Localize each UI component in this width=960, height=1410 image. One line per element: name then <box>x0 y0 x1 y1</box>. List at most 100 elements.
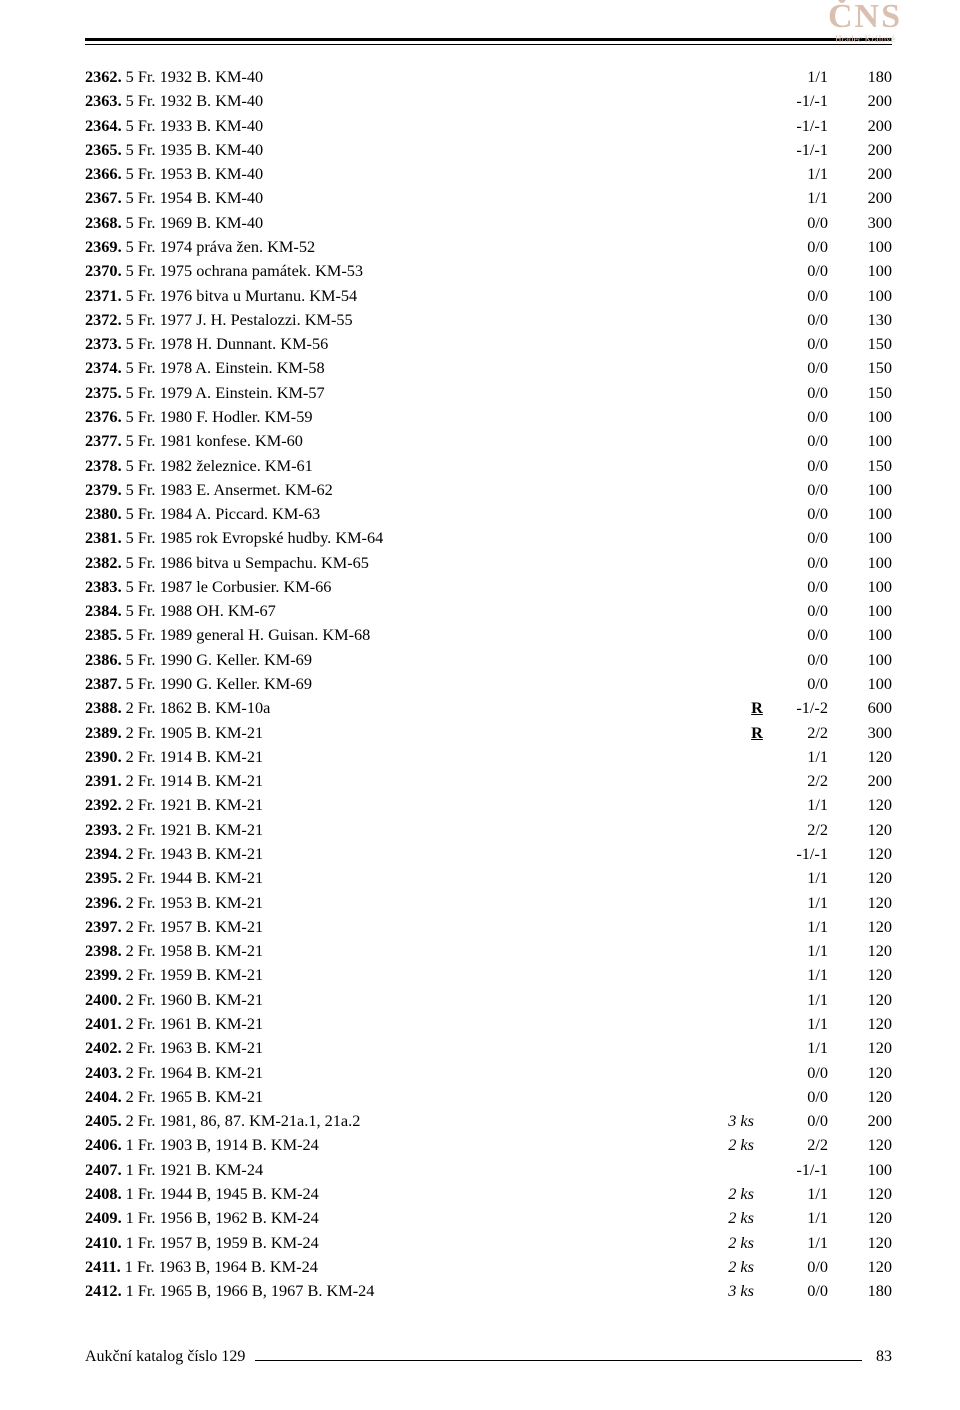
lot-description: 1 Fr. 1956 B, 1962 B. KM-24 <box>122 1206 319 1230</box>
lot-note: 2 ks <box>728 1231 766 1255</box>
lot-row: 2386. 5 Fr. 1990 G. Keller. KM-690/0100 <box>85 648 892 672</box>
lot-price: 200 <box>828 138 892 162</box>
lot-grade: 1/1 <box>766 988 828 1012</box>
lot-note: 3 ks <box>728 1109 766 1133</box>
lot-description: 2 Fr. 1964 B. KM-21 <box>122 1061 264 1085</box>
lot-grade: 1/1 <box>766 915 828 939</box>
lot-description: 2 Fr. 1958 B. KM-21 <box>122 939 264 963</box>
lot-description: 5 Fr. 1989 general H. Guisan. KM-68 <box>122 623 371 647</box>
lot-number: 2396. <box>85 891 122 915</box>
lot-row: 2410. 1 Fr. 1957 B, 1959 B. KM-242 ks1/1… <box>85 1231 892 1255</box>
lot-description: 2 Fr. 1914 B. KM-21 <box>122 745 264 769</box>
lot-number: 2397. <box>85 915 122 939</box>
lot-price: 100 <box>828 429 892 453</box>
lot-grade: 0/0 <box>766 502 828 526</box>
lot-number: 2408. <box>85 1182 122 1206</box>
lot-grade: 0/0 <box>766 575 828 599</box>
lot-grade: 2/2 <box>766 721 828 745</box>
lot-grade: 0/0 <box>766 332 828 356</box>
lot-number: 2384. <box>85 599 122 623</box>
lot-number: 2389. <box>85 721 122 745</box>
lot-note: 2 ks <box>728 1255 766 1279</box>
lot-description: 5 Fr. 1981 konfese. KM-60 <box>122 429 303 453</box>
lot-price: 150 <box>828 356 892 380</box>
lot-price: 100 <box>828 235 892 259</box>
lot-price: 200 <box>828 186 892 210</box>
lot-price: 100 <box>828 623 892 647</box>
lot-price: 200 <box>828 162 892 186</box>
lot-price: 300 <box>828 721 892 745</box>
lot-grade: 1/1 <box>766 866 828 890</box>
lot-price: 150 <box>828 454 892 478</box>
lot-description: 1 Fr. 1903 B, 1914 B. KM-24 <box>122 1133 319 1157</box>
lot-grade: 0/0 <box>766 211 828 235</box>
lot-grade: 0/0 <box>766 599 828 623</box>
lot-description: 2 Fr. 1965 B. KM-21 <box>122 1085 264 1109</box>
lot-number: 2375. <box>85 381 122 405</box>
lot-description: 2 Fr. 1957 B. KM-21 <box>122 915 264 939</box>
lot-row: 2380. 5 Fr. 1984 A. Piccard. KM-630/0100 <box>85 502 892 526</box>
brand-logo: ČNS Hradec Králové <box>828 0 902 44</box>
brand-logo-main: ČNS <box>828 0 902 34</box>
lot-row: 2377. 5 Fr. 1981 konfese. KM-600/0100 <box>85 429 892 453</box>
lot-row: 2395. 2 Fr. 1944 B. KM-211/1120 <box>85 866 892 890</box>
lot-description: 5 Fr. 1975 ochrana památek. KM-53 <box>122 259 363 283</box>
lot-number: 2383. <box>85 575 122 599</box>
lot-description: 5 Fr. 1953 B. KM-40 <box>122 162 264 186</box>
lot-price: 120 <box>828 1182 892 1206</box>
lot-row: 2362. 5 Fr. 1932 B. KM-401/1180 <box>85 65 892 89</box>
lot-grade: -1/-1 <box>766 138 828 162</box>
lot-number: 2403. <box>85 1061 122 1085</box>
lot-grade: -1/-2 <box>766 696 828 720</box>
lot-grade: 0/0 <box>766 454 828 478</box>
lot-number: 2385. <box>85 623 122 647</box>
lot-price: 120 <box>828 891 892 915</box>
lot-grade: 0/0 <box>766 623 828 647</box>
lot-price: 100 <box>828 551 892 575</box>
lot-description: 5 Fr. 1978 A. Einstein. KM-58 <box>122 356 325 380</box>
lot-price: 100 <box>828 648 892 672</box>
lot-grade: 1/1 <box>766 162 828 186</box>
lot-row: 2388. 2 Fr. 1862 B. KM-10aR-1/-2600 <box>85 696 892 720</box>
lot-grade: 1/1 <box>766 1012 828 1036</box>
lot-grade: 1/1 <box>766 963 828 987</box>
lot-description: 5 Fr. 1990 G. Keller. KM-69 <box>122 648 312 672</box>
lot-grade: 1/1 <box>766 1182 828 1206</box>
lot-description: 2 Fr. 1943 B. KM-21 <box>122 842 264 866</box>
brand-logo-sub: Hradec Králové <box>828 34 902 44</box>
lot-price: 100 <box>828 575 892 599</box>
lot-row: 2382. 5 Fr. 1986 bitva u Sempachu. KM-65… <box>85 551 892 575</box>
lot-description: 2 Fr. 1921 B. KM-21 <box>122 818 264 842</box>
lot-price: 200 <box>828 1109 892 1133</box>
lot-number: 2398. <box>85 939 122 963</box>
lot-price: 120 <box>828 1206 892 1230</box>
lot-number: 2367. <box>85 186 122 210</box>
lot-number: 2371. <box>85 284 122 308</box>
lot-price: 100 <box>828 405 892 429</box>
lot-grade: 0/0 <box>766 672 828 696</box>
lot-description: 5 Fr. 1932 B. KM-40 <box>122 89 264 113</box>
lot-description: 5 Fr. 1932 B. KM-40 <box>122 65 264 89</box>
lot-number: 2386. <box>85 648 122 672</box>
lot-price: 300 <box>828 211 892 235</box>
lot-number: 2388. <box>85 696 122 720</box>
lot-number: 2381. <box>85 526 122 550</box>
lot-number: 2400. <box>85 988 122 1012</box>
lot-grade: 0/0 <box>766 405 828 429</box>
lot-description: 5 Fr. 1990 G. Keller. KM-69 <box>122 672 312 696</box>
lot-grade: 0/0 <box>766 551 828 575</box>
lot-price: 120 <box>828 1036 892 1060</box>
lot-row: 2404. 2 Fr. 1965 B. KM-210/0120 <box>85 1085 892 1109</box>
lot-description: 5 Fr. 1985 rok Evropské hudby. KM-64 <box>122 526 384 550</box>
lot-description: 5 Fr. 1982 železnice. KM-61 <box>122 454 313 478</box>
lot-number: 2374. <box>85 356 122 380</box>
lot-price: 120 <box>828 842 892 866</box>
lot-grade: 0/0 <box>766 1109 828 1133</box>
lot-description: 5 Fr. 1980 F. Hodler. KM-59 <box>122 405 313 429</box>
lot-row: 2372. 5 Fr. 1977 J. H. Pestalozzi. KM-55… <box>85 308 892 332</box>
lot-row: 2398. 2 Fr. 1958 B. KM-211/1120 <box>85 939 892 963</box>
lot-price: 150 <box>828 332 892 356</box>
lot-row: 2385. 5 Fr. 1989 general H. Guisan. KM-6… <box>85 623 892 647</box>
lot-price: 120 <box>828 1012 892 1036</box>
lot-description: 2 Fr. 1959 B. KM-21 <box>122 963 264 987</box>
